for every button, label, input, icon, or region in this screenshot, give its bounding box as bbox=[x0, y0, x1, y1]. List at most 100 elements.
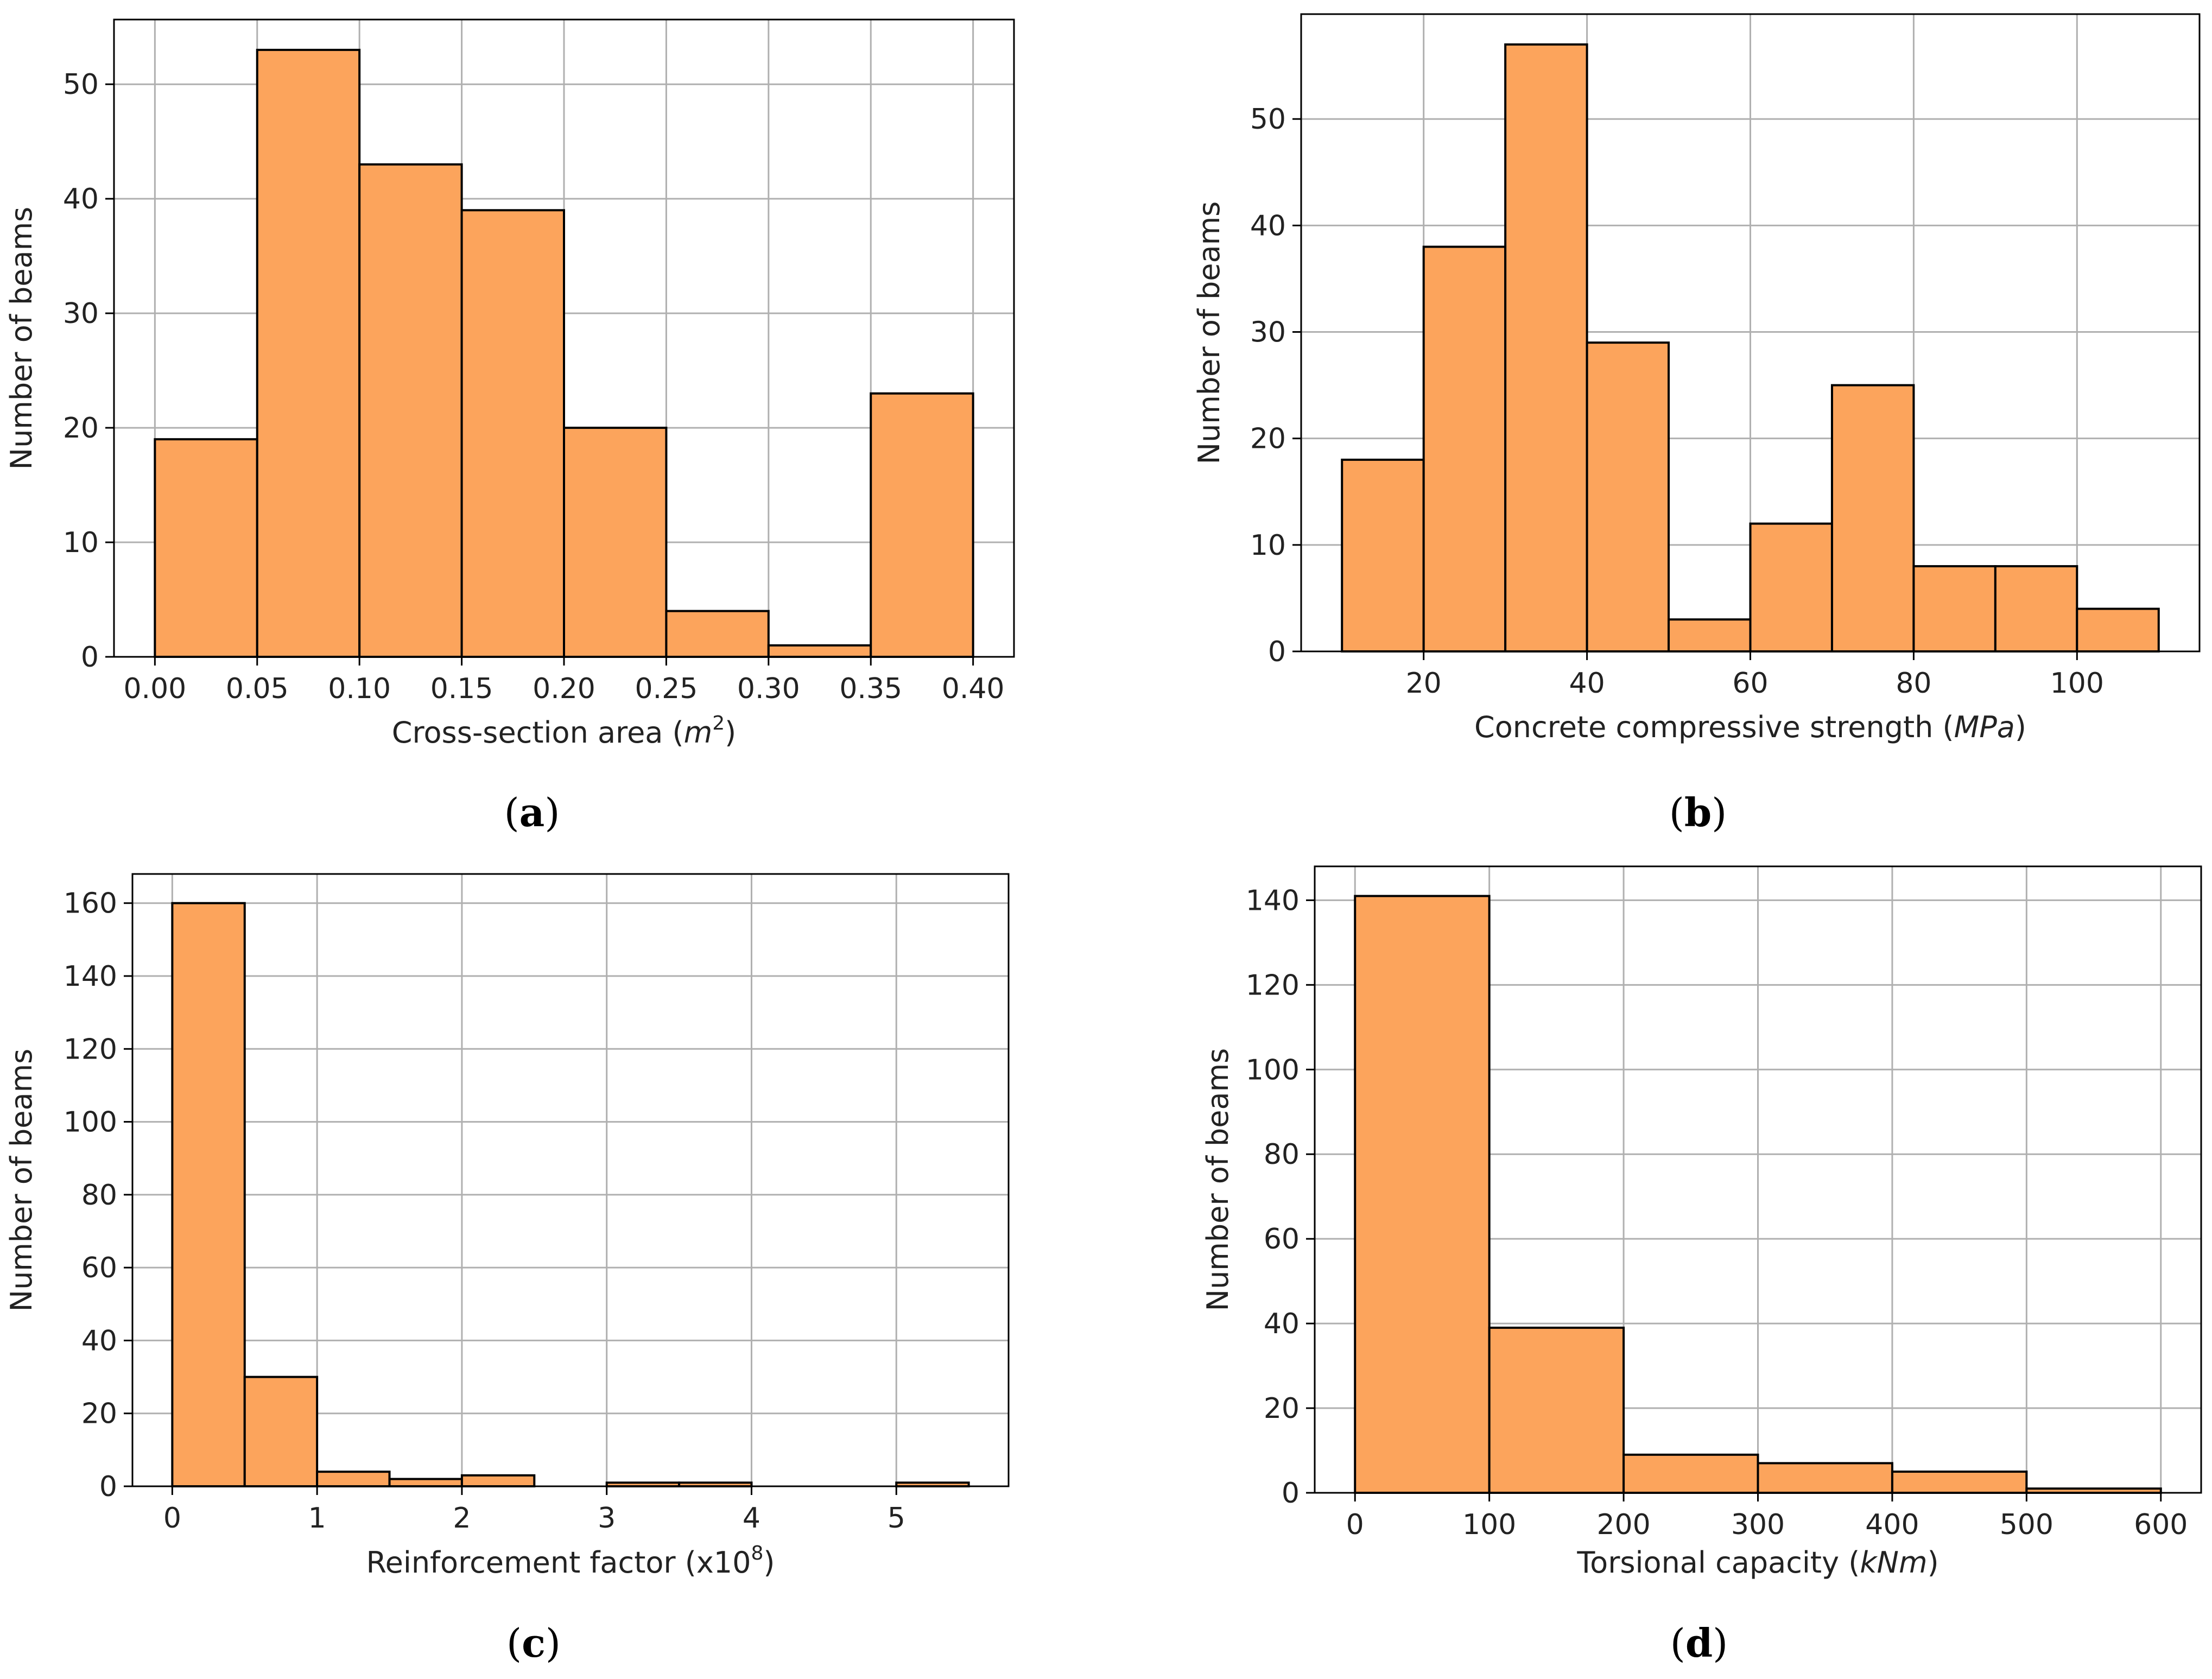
histogram-bar bbox=[243, 1376, 319, 1488]
y-tick-label: 60 bbox=[1264, 1223, 1300, 1256]
y-axis-label: Number of beams bbox=[4, 207, 39, 470]
histogram-panel-a: 0.00 0.05 0.10 0.15 0.20 0.25 0.30 0.35 0.40 0 10 2… bbox=[4, 18, 1015, 835]
x-axis-label-close: ) bbox=[725, 715, 736, 750]
histogram-bar bbox=[460, 1474, 536, 1488]
histogram-bar bbox=[1341, 458, 1425, 652]
panel-label-close: ) bbox=[546, 1620, 561, 1666]
y-tick-label: 40 bbox=[1250, 210, 1286, 242]
y-tick-label: 40 bbox=[63, 183, 99, 216]
x-tick-label: 0 bbox=[1346, 1509, 1364, 1541]
x-axis-label-unit: m bbox=[684, 715, 713, 750]
panel-label-open: ( bbox=[1670, 1620, 1685, 1666]
y-tick-label: 20 bbox=[1264, 1392, 1300, 1425]
histogram-bar bbox=[767, 644, 872, 658]
panel-label-open: ( bbox=[504, 790, 519, 835]
x-tick-label: 0.20 bbox=[533, 673, 595, 705]
x-tick-label: 100 bbox=[2050, 667, 2104, 700]
x-axis-label-unit: kNm bbox=[1860, 1545, 1927, 1580]
x-tick-label: 0.05 bbox=[226, 673, 289, 705]
x-axis-label-text: Concrete compressive strength ( bbox=[1474, 710, 1954, 744]
x-tick-label: 0 bbox=[163, 1502, 181, 1535]
histogram-bar bbox=[1757, 1462, 1893, 1494]
x-tick-label: 20 bbox=[1406, 667, 1442, 700]
y-tick-label: 30 bbox=[63, 297, 99, 330]
x-axis-label: Torsional capacity (kNm) bbox=[1576, 1545, 1938, 1580]
x-tick-label: 0.00 bbox=[123, 673, 186, 705]
histogram-bar bbox=[154, 438, 258, 658]
histogram-bar bbox=[316, 1471, 391, 1487]
histogram-bar bbox=[1994, 565, 2078, 652]
y-tick-label: 0 bbox=[99, 1471, 117, 1503]
x-tick-label: 1 bbox=[308, 1502, 326, 1535]
histogram-bar bbox=[1488, 1326, 1625, 1494]
panel-label-close: ) bbox=[544, 790, 560, 835]
x-tick-label: 100 bbox=[1462, 1509, 1516, 1541]
plot-frame bbox=[131, 873, 1010, 1487]
y-tick-label: 20 bbox=[63, 412, 99, 445]
histogram-bar bbox=[1668, 618, 1752, 652]
histogram-bar bbox=[665, 610, 770, 658]
x-tick-label: 4 bbox=[743, 1502, 760, 1535]
panel-label: (d) bbox=[1670, 1620, 1728, 1666]
x-axis-label-unit: MPa bbox=[1954, 710, 2015, 744]
panel-label-close: ) bbox=[1713, 1620, 1728, 1666]
histogram-bar bbox=[358, 163, 463, 658]
y-tick-label: 20 bbox=[81, 1398, 117, 1430]
x-axis-label-text: Cross-section area ( bbox=[392, 715, 684, 750]
x-tick-label: 80 bbox=[1896, 667, 1931, 700]
histogram-bar bbox=[1504, 43, 1588, 652]
x-tick-label: 3 bbox=[598, 1502, 616, 1535]
histogram-bar bbox=[388, 1478, 463, 1488]
y-tick-label: 0 bbox=[81, 641, 99, 674]
y-axis-label: Number of beams bbox=[4, 1049, 39, 1312]
y-tick-label: 60 bbox=[81, 1252, 117, 1284]
y-tick-label: 80 bbox=[1264, 1138, 1300, 1171]
histogram-bar bbox=[563, 427, 668, 658]
x-axis-label-superscript: 2 bbox=[712, 712, 725, 734]
y-tick-label: 20 bbox=[1250, 423, 1286, 455]
x-axis-label-close: ) bbox=[2015, 710, 2026, 744]
histogram-bar bbox=[1586, 341, 1670, 652]
x-tick-label: 2 bbox=[453, 1502, 471, 1535]
histogram-bar bbox=[870, 392, 974, 658]
histogram-bar bbox=[171, 902, 246, 1487]
x-tick-label: 0.40 bbox=[942, 673, 1005, 705]
y-tick-label: 80 bbox=[81, 1179, 117, 1212]
y-tick-label: 40 bbox=[81, 1325, 117, 1357]
y-tick-label: 50 bbox=[63, 68, 99, 101]
y-tick-label: 0 bbox=[1268, 636, 1286, 668]
y-tick-label: 10 bbox=[63, 527, 99, 559]
histogram-bar bbox=[460, 209, 565, 658]
histogram-bar bbox=[1354, 895, 1491, 1494]
y-tick-label: 10 bbox=[1250, 529, 1286, 562]
x-tick-label: 0.25 bbox=[635, 673, 698, 705]
x-tick-label: 40 bbox=[1569, 667, 1605, 700]
x-tick-label: 600 bbox=[2134, 1509, 2188, 1541]
y-tick-label: 120 bbox=[1246, 969, 1300, 1002]
histogram-bar bbox=[1422, 245, 1507, 653]
histogram-bar bbox=[1622, 1453, 1759, 1494]
panel-label: (b) bbox=[1669, 789, 1727, 835]
panel-label-close: ) bbox=[1712, 790, 1727, 835]
y-tick-label: 100 bbox=[64, 1106, 117, 1139]
x-tick-label: 0.35 bbox=[839, 673, 902, 705]
histogram-panel-d: 0 100 200 300 400 500 600 0 20 40 60 80 100 120 140 Num… bbox=[1201, 865, 2202, 1666]
y-tick-label: 40 bbox=[1264, 1308, 1300, 1340]
y-tick-label: 120 bbox=[64, 1033, 117, 1066]
panel-label-open: ( bbox=[1669, 790, 1684, 835]
x-axis-label-superscript: 8 bbox=[751, 1542, 764, 1564]
histogram-bar bbox=[1912, 565, 1996, 652]
x-tick-label: 60 bbox=[1732, 667, 1768, 700]
x-tick-label: 0.15 bbox=[430, 673, 493, 705]
histogram-bar bbox=[1749, 522, 1833, 652]
x-axis-label-text: Reinforcement factor (x10 bbox=[366, 1545, 751, 1580]
x-tick-label: 5 bbox=[888, 1502, 905, 1535]
x-axis-label: Cross-section area (m2) bbox=[392, 712, 736, 750]
x-tick-label: 0.30 bbox=[737, 673, 800, 705]
y-axis-label: Number of beams bbox=[1201, 1048, 1235, 1311]
y-tick-label: 140 bbox=[64, 960, 117, 993]
x-axis-label-close: ) bbox=[763, 1545, 775, 1580]
x-tick-label: 400 bbox=[1865, 1509, 1919, 1541]
panel-label-letter: d bbox=[1685, 1620, 1713, 1666]
